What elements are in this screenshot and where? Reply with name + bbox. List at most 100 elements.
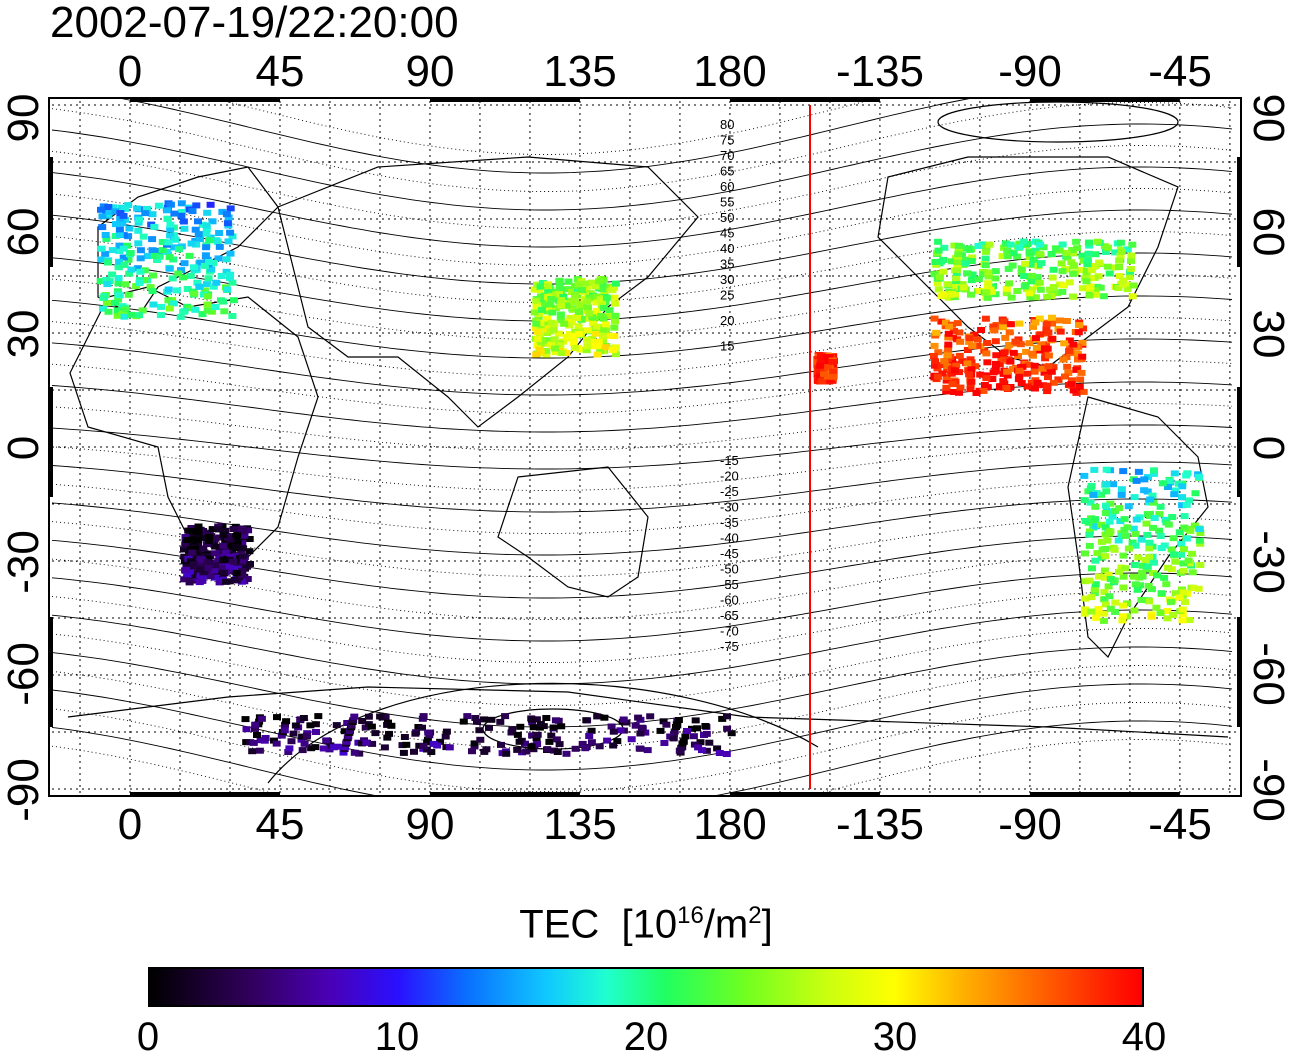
tec-point (1101, 601, 1110, 608)
tec-point (1082, 278, 1091, 285)
tec-point (1021, 260, 1030, 267)
tec-point (149, 301, 158, 308)
tec-point (174, 270, 183, 277)
tec-point (143, 205, 151, 212)
tec-point (243, 576, 252, 582)
tec-point (599, 276, 608, 283)
tec-point (930, 271, 939, 278)
tec-point (1170, 551, 1178, 558)
tec-point (1171, 590, 1180, 597)
axis-bar (1237, 387, 1242, 497)
tec-point (1048, 320, 1056, 327)
tec-point (601, 344, 610, 351)
tec-point (982, 244, 991, 251)
tec-point (1179, 589, 1188, 596)
tec-point (208, 308, 217, 315)
tec-point (662, 721, 671, 728)
tec-point (242, 726, 251, 733)
tec-point (931, 358, 940, 365)
tec-point (133, 265, 142, 272)
tec-point (186, 272, 195, 279)
tec-point (148, 236, 157, 243)
colorbar-tick-label: 10 (374, 1015, 420, 1059)
tec-point (513, 746, 522, 753)
tec-point (150, 223, 159, 230)
right-tick-label: -90 (1244, 758, 1292, 822)
tec-point (931, 362, 939, 369)
tec-point (97, 245, 106, 252)
tec-point (1048, 335, 1057, 342)
tec-point (355, 750, 364, 757)
tec-point (194, 218, 202, 225)
tec-point (1028, 350, 1037, 357)
tec-point (932, 329, 941, 336)
tec-point (114, 275, 123, 281)
tec-point (299, 715, 308, 721)
contour-label: -70 (720, 624, 739, 639)
coastline (877, 156, 1179, 368)
tec-point (593, 713, 602, 720)
tec-point (1102, 481, 1111, 488)
tec-point (1196, 530, 1205, 536)
tec-point (533, 336, 542, 343)
right-tick-label: -60 (1244, 642, 1292, 706)
tec-point (1079, 388, 1088, 395)
tec-point (233, 565, 242, 572)
left-tick-label: 90 (0, 93, 48, 143)
tec-point (143, 253, 152, 260)
tec-point (1078, 353, 1087, 360)
tec-point (569, 332, 578, 339)
tec-point (942, 374, 951, 380)
tec-point (1016, 364, 1025, 371)
tec-point (1049, 379, 1058, 386)
tec-point (169, 300, 178, 307)
tec-point (209, 260, 218, 267)
tec-point (1065, 337, 1074, 344)
tec-point (937, 362, 946, 368)
tec-point (1101, 509, 1110, 516)
contour-line (267, 682, 819, 784)
tec-point (114, 264, 123, 271)
tec-point (948, 290, 956, 297)
tec-point (1106, 605, 1115, 612)
tec-point (422, 746, 431, 753)
tec-point (1100, 567, 1109, 574)
tec-point (1164, 521, 1173, 528)
tec-point (641, 729, 650, 736)
tec-point (968, 254, 977, 261)
tec-point (1085, 292, 1094, 299)
tec-point (1076, 376, 1085, 383)
tec-point (201, 252, 210, 259)
tec-point (459, 718, 468, 725)
tec-point (1115, 568, 1123, 575)
tec-point (547, 319, 556, 326)
tec-point (211, 550, 220, 557)
top-tick-label: -90 (998, 47, 1062, 96)
coastline (67, 686, 1229, 738)
tec-point (1182, 501, 1191, 508)
bottom-tick-label: 0 (117, 800, 143, 849)
tec-point (1124, 545, 1133, 552)
tec-point (1155, 527, 1164, 534)
tec-point (1104, 571, 1113, 578)
tec-point (1101, 249, 1110, 255)
tec-point (399, 749, 408, 756)
tec-point (1091, 557, 1100, 564)
tec-point (99, 203, 108, 210)
tec-point (115, 292, 124, 299)
tec-point (164, 239, 173, 246)
tec-point (1128, 293, 1137, 300)
tec-point (1031, 385, 1039, 392)
tec-point (282, 718, 291, 725)
tec-point (1052, 290, 1061, 297)
tec-point (953, 267, 961, 274)
tec-point (1178, 617, 1187, 624)
tec-point (238, 553, 247, 560)
tec-point (198, 577, 207, 584)
tec-point (364, 713, 373, 720)
tec-point (955, 352, 964, 359)
tec-point (470, 740, 479, 747)
tec-point (971, 363, 980, 370)
tec-point (183, 571, 192, 578)
tec-point (1078, 285, 1087, 292)
